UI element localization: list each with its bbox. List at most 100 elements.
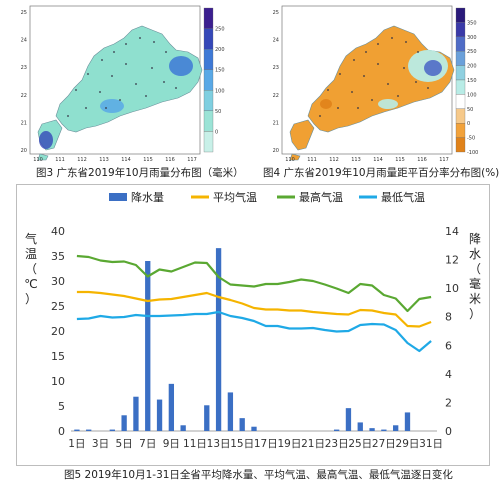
colorbar-tick-label: 250 <box>467 49 477 55</box>
colorbar-segment <box>455 137 466 153</box>
colorbar-tick-label: 100 <box>215 88 225 94</box>
precip-bar <box>109 429 115 431</box>
station-dot <box>387 83 389 85</box>
map-y-tick-label: 20 <box>21 148 27 154</box>
temperature-line <box>76 254 432 313</box>
colorbar-segment <box>203 131 214 153</box>
station-dot <box>391 37 393 39</box>
colorbar-segment <box>455 94 466 109</box>
precip-bar <box>180 425 186 431</box>
y-left-tick-label: 30 <box>51 275 65 288</box>
station-dot <box>101 59 103 61</box>
map-y-tick-label: 25 <box>21 10 27 16</box>
y-right-tick-label: 8 <box>445 311 452 324</box>
station-dot <box>85 107 87 109</box>
y-right-tick-label: 10 <box>445 282 459 295</box>
island-shape <box>37 153 49 161</box>
map-x-tick-label: 114 <box>373 157 383 162</box>
x-tick-label: 15日 <box>230 438 254 450</box>
station-dot <box>113 51 115 53</box>
colorbar-tick-label: -50 <box>467 136 475 142</box>
map-x-tick-label: 117 <box>187 157 197 162</box>
station-dot <box>377 43 379 45</box>
x-tick-label: 1日 <box>68 438 85 450</box>
temperature-line <box>76 310 432 353</box>
station-dot <box>377 63 379 65</box>
x-tick-label: 29日 <box>396 438 420 450</box>
map-y-tick-label: 21 <box>273 120 279 126</box>
station-dot <box>353 59 355 61</box>
map-x-tick-label: 111 <box>55 157 65 162</box>
colorbar-segment <box>203 90 214 112</box>
map-x-tick-label: 112 <box>329 157 339 162</box>
rainfall-anomaly-map-caption: 图4 广东省2019年10月雨量距平百分率分布图(%) <box>263 167 500 179</box>
station-dot <box>145 95 147 97</box>
precip-bar <box>227 392 234 431</box>
precip-bar <box>215 248 222 431</box>
station-dot <box>363 75 365 77</box>
daily-weather-chart-frame: 降水量 平均气温 最高气温 最低气温 0 5 10 15 20 25 30 35 40 0 2 4 6 8 10 12… <box>16 184 490 466</box>
colorbar-tick-label: 0 <box>467 121 470 127</box>
y-right-axis-title-char: ） <box>469 307 481 321</box>
station-dot <box>111 75 113 77</box>
legend-label: 降水量 <box>131 190 164 204</box>
colorbar-tick-label: -100 <box>467 150 478 156</box>
positive-anomaly-area <box>378 99 398 109</box>
station-dot <box>153 41 155 43</box>
map-x-tick-label: 116 <box>417 157 427 162</box>
colorbar-segment <box>203 69 214 91</box>
daily-weather-chart-caption: 图5 2019年10月1-31日全省平均降水量、平均气温、最高气温、最低气温逐日… <box>64 469 453 481</box>
map-land-group <box>289 25 455 161</box>
station-dot <box>365 51 367 53</box>
precip-bar <box>74 429 80 431</box>
station-dot <box>175 87 177 89</box>
station-dot <box>337 107 339 109</box>
colorbar-tick-label: 150 <box>215 68 225 74</box>
station-dot <box>327 89 329 91</box>
station-dot <box>135 83 137 85</box>
legend-swatch <box>109 193 127 201</box>
map-y-tick-label: 22 <box>21 93 27 99</box>
y-right-tick-label: 0 <box>445 425 452 438</box>
map-land-group <box>37 25 203 161</box>
precip-bar <box>133 396 139 431</box>
map-y-tick-label: 23 <box>273 65 279 71</box>
station-dot <box>119 99 121 101</box>
station-dot <box>139 37 141 39</box>
heavy-rain-area <box>39 131 53 149</box>
map-x-tick-label: 110 <box>33 157 43 162</box>
x-tick-label: 31日 <box>419 438 443 450</box>
y-right-axis-title-char: 水 <box>469 247 481 261</box>
colorbar-tick-label: 200 <box>215 47 225 53</box>
station-dot <box>87 73 89 75</box>
station-dot <box>319 115 321 117</box>
colorbar-segment <box>203 28 214 50</box>
y-left-tick-label: 35 <box>51 250 65 263</box>
station-dot <box>415 81 417 83</box>
station-dot <box>417 51 419 53</box>
legend-label: 最低气温 <box>381 190 425 204</box>
legend-label: 平均气温 <box>213 190 257 204</box>
x-tick-label: 27日 <box>372 438 396 450</box>
y-left-tick-label: 0 <box>58 425 65 438</box>
x-tick-label: 11日 <box>183 438 207 450</box>
heavy-rain-area <box>100 99 124 113</box>
precip-bar <box>251 426 257 431</box>
y-right-tick-label: 6 <box>445 339 452 352</box>
map-y-tick-label: 23 <box>21 65 27 71</box>
colorbar-segment <box>455 22 466 37</box>
map-x-tick-label: 111 <box>307 157 317 162</box>
y-left-tick-label: 5 <box>58 400 65 413</box>
x-tick-label: 13日 <box>207 438 231 450</box>
map-x-tick-label: 112 <box>77 157 87 162</box>
rainfall-map-panel: 110 111 112 113 114 115 116 117 25 24 23 22 21 20 250 2… <box>6 2 246 163</box>
rainfall-anomaly-map-panel: 110 111 112 113 114 115 116 117 25 24 23 22 21 20 350 3… <box>258 2 496 163</box>
colorbar-segment <box>455 36 466 52</box>
colorbar-segment <box>203 48 214 70</box>
colorbar-segment <box>455 51 466 66</box>
daily-weather-chart: 降水量 平均气温 最高气温 最低气温 0 5 10 15 20 25 30 35 40 0 2 4 6 8 10 12… <box>24 190 481 450</box>
y-left-axis-title-char: 温 <box>25 247 37 261</box>
colorbar-tick-label: 150 <box>467 78 477 84</box>
temperature-line <box>76 290 432 328</box>
map-y-tick-label: 25 <box>273 10 279 16</box>
